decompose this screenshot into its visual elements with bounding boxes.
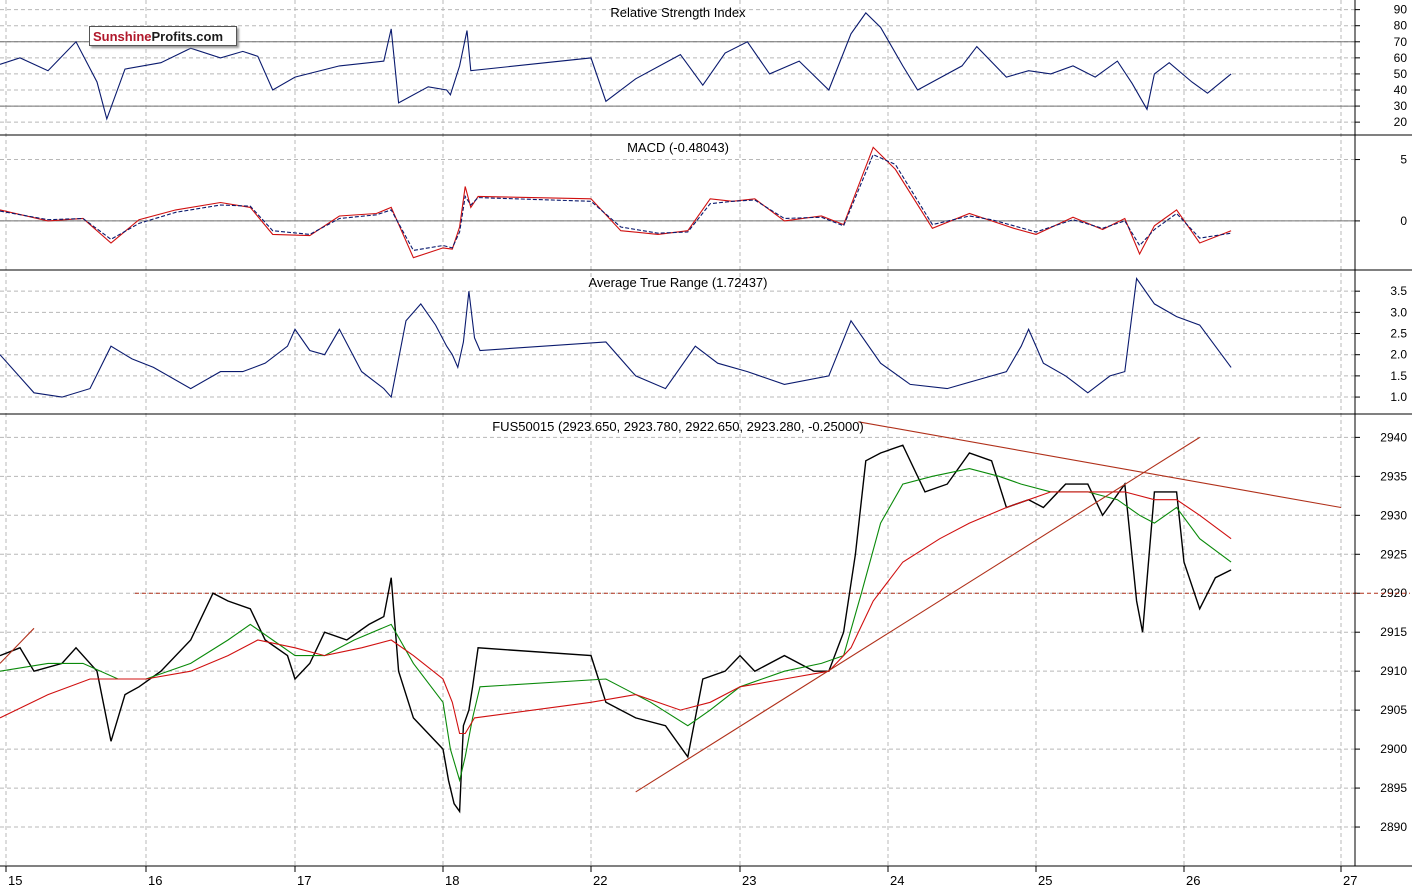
price-title: FUS50015 (2923.650, 2923.780, 2922.650, …: [492, 419, 864, 434]
atr-tick-label: 3.5: [1390, 284, 1407, 298]
price-tick-label: 2935: [1380, 469, 1407, 483]
x-tick-label: 27: [1343, 873, 1357, 888]
macd-tick-label: 5: [1400, 153, 1407, 167]
price-tick-label: 2940: [1380, 430, 1407, 444]
rsi-tick-label: 50: [1394, 67, 1408, 81]
trendline: [0, 627, 35, 664]
x-tick-label: 24: [890, 873, 904, 888]
rsi-title: Relative Strength Index: [610, 5, 746, 20]
rsi-tick-label: 90: [1394, 3, 1408, 17]
atr-tick-label: 1.5: [1390, 369, 1407, 383]
rsi-tick-label: 20: [1394, 115, 1408, 129]
price-tick-label: 2895: [1380, 781, 1407, 795]
price-tick-label: 2900: [1380, 742, 1407, 756]
trendline: [858, 421, 1342, 509]
atr-tick-label: 2.0: [1390, 348, 1407, 362]
rsi-tick-label: 70: [1394, 35, 1408, 49]
rsi-series-line: [0, 12, 1232, 121]
rsi-tick-label: 80: [1394, 19, 1408, 33]
macd-series-line: [0, 153, 1232, 252]
price-tick-label: 2915: [1380, 625, 1407, 639]
atr-tick-label: 3.0: [1390, 305, 1407, 319]
x-tick-label: 22: [593, 873, 607, 888]
price-series-line: [0, 444, 1232, 814]
x-tick-label: 16: [148, 873, 162, 888]
macd-title: MACD (-0.48043): [627, 140, 729, 155]
sunshine-profits-logo: SunshineProfits.com: [89, 26, 237, 46]
x-tick-label: 18: [445, 873, 459, 888]
rsi-tick-label: 30: [1394, 99, 1408, 113]
price-tick-label: 2920: [1380, 586, 1407, 600]
price-tick-label: 2910: [1380, 664, 1407, 678]
trendline: [635, 436, 1200, 793]
atr-title: Average True Range (1.72437): [589, 275, 768, 290]
atr-tick-label: 1.0: [1390, 390, 1407, 404]
x-tick-label: 17: [297, 873, 311, 888]
macd-series-line: [0, 146, 1232, 259]
atr-series-line: [0, 277, 1232, 399]
x-tick-label: 23: [742, 873, 756, 888]
atr-tick-label: 2.5: [1390, 327, 1407, 341]
price-tick-label: 2930: [1380, 508, 1407, 522]
x-tick-label: 15: [8, 873, 22, 888]
price-tick-label: 2925: [1380, 547, 1407, 561]
macd-tick-label: 0: [1400, 214, 1407, 228]
price-series-line: [0, 491, 1232, 735]
x-tick-label: 25: [1038, 873, 1052, 888]
price-tick-label: 2905: [1380, 703, 1407, 717]
price-tick-label: 2890: [1380, 820, 1407, 834]
rsi-tick-label: 40: [1394, 83, 1408, 97]
x-tick-label: 26: [1186, 873, 1200, 888]
rsi-tick-label: 60: [1394, 51, 1408, 65]
